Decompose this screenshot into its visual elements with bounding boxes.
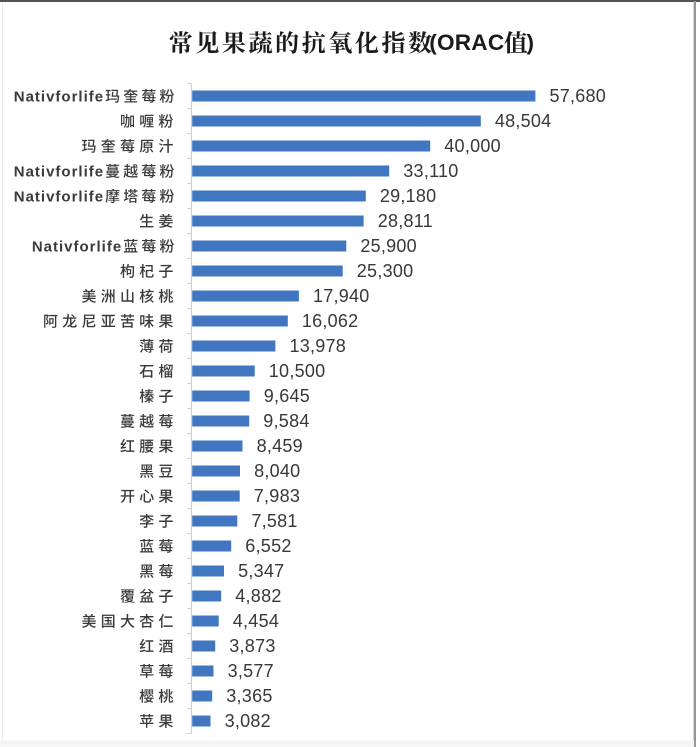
svg-text:5,347: 5,347 xyxy=(238,561,284,581)
svg-text:6,552: 6,552 xyxy=(245,536,291,556)
svg-text:Nativforlife: Nativforlife xyxy=(14,164,104,181)
svg-text:57,680: 57,680 xyxy=(550,86,607,106)
svg-text:17,940: 17,940 xyxy=(313,286,370,306)
svg-text:10,500: 10,500 xyxy=(269,361,326,381)
svg-text:8,040: 8,040 xyxy=(254,461,300,481)
svg-text:29,180: 29,180 xyxy=(380,186,437,206)
svg-text:40,000: 40,000 xyxy=(444,136,501,156)
svg-text:28,811: 28,811 xyxy=(378,211,433,231)
svg-text:7,581: 7,581 xyxy=(251,511,297,531)
svg-text:(ORAC: (ORAC xyxy=(429,30,504,55)
svg-text:3,577: 3,577 xyxy=(228,661,274,681)
svg-text:3,873: 3,873 xyxy=(229,636,275,656)
svg-text:4,882: 4,882 xyxy=(235,586,281,606)
svg-text:25,900: 25,900 xyxy=(360,236,417,256)
svg-text:48,504: 48,504 xyxy=(495,111,552,131)
svg-text:13,978: 13,978 xyxy=(290,336,347,356)
svg-text:9,645: 9,645 xyxy=(264,386,310,406)
svg-text:16,062: 16,062 xyxy=(302,311,359,331)
svg-text:3,365: 3,365 xyxy=(226,686,272,706)
svg-text:Nativforlife: Nativforlife xyxy=(14,189,104,206)
svg-text:Nativforlife: Nativforlife xyxy=(14,89,104,106)
svg-text:Nativforlife: Nativforlife xyxy=(32,239,122,256)
svg-text:8,459: 8,459 xyxy=(257,436,303,456)
svg-text:3,082: 3,082 xyxy=(225,711,271,731)
svg-text:25,300: 25,300 xyxy=(357,261,414,281)
svg-text:33,110: 33,110 xyxy=(403,161,458,181)
svg-text:4,454: 4,454 xyxy=(233,611,279,631)
svg-text:9,584: 9,584 xyxy=(263,411,309,431)
svg-text:7,983: 7,983 xyxy=(254,486,300,506)
svg-text:): ) xyxy=(527,30,535,55)
